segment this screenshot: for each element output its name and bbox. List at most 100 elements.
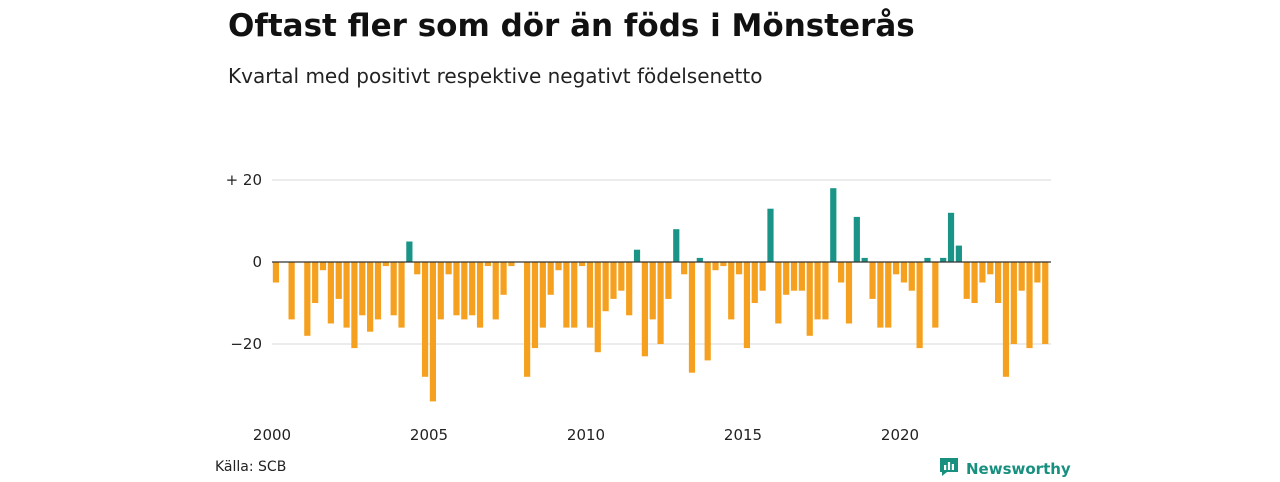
newsworthy-logo-icon: [938, 456, 960, 482]
bar: [720, 262, 727, 267]
x-axis-ticks: 2000 2005 2010 2015 2020: [253, 426, 919, 444]
bar: [814, 262, 821, 320]
bar: [995, 262, 1002, 303]
bar: [877, 262, 884, 328]
bar: [586, 262, 594, 328]
bar: [681, 262, 688, 275]
bar: [272, 262, 280, 283]
bar: [1018, 262, 1025, 291]
bar: [571, 262, 578, 328]
bar: [319, 262, 327, 271]
bar: [374, 262, 382, 320]
bar: [790, 262, 798, 291]
bar: [524, 262, 531, 377]
bar: [555, 262, 562, 271]
bar: [367, 262, 374, 332]
bar: [955, 245, 962, 262]
bar: [437, 262, 444, 320]
bar: [712, 262, 719, 271]
y-tick-label: 0: [252, 253, 262, 271]
bar: [406, 241, 413, 262]
bar: [775, 262, 782, 324]
source-note: Källa: SCB: [215, 459, 287, 475]
brand[interactable]: Newsworthy: [938, 456, 1071, 482]
bar: [743, 262, 751, 349]
bar: [1026, 262, 1033, 349]
bar: [508, 262, 515, 267]
bar: [335, 262, 342, 299]
brand-name: Newsworthy: [966, 460, 1071, 478]
bar: [853, 216, 860, 262]
bar: [398, 262, 405, 328]
bar: [649, 262, 656, 320]
bar: [382, 262, 389, 267]
bar: [476, 262, 484, 328]
bar: [696, 257, 703, 262]
bar: [924, 257, 931, 262]
chart-title: Oftast fler som dör än föds i Mönsterås: [228, 8, 915, 44]
bar: [783, 262, 790, 295]
bar: [759, 262, 766, 291]
bar: [728, 262, 735, 320]
bar: [445, 262, 452, 275]
bar: [312, 262, 319, 303]
bar: [531, 262, 539, 349]
bar: [359, 262, 366, 316]
bar: [469, 262, 476, 316]
bar: [594, 262, 601, 353]
bar: [751, 262, 758, 303]
bar: [688, 262, 696, 373]
bar: [947, 212, 955, 262]
bar: [885, 262, 892, 328]
bar: [704, 262, 711, 361]
bar: [657, 262, 664, 344]
bar: [869, 262, 876, 299]
bar: [626, 262, 633, 316]
bar: [908, 262, 915, 291]
bar: [806, 262, 813, 336]
bar: [539, 262, 546, 328]
bar: [963, 262, 970, 299]
x-tick-label: 2015: [724, 426, 762, 444]
bar: [578, 262, 586, 267]
bar: [916, 262, 923, 349]
bar: [838, 262, 845, 283]
bar: [767, 208, 774, 262]
bar: [484, 262, 491, 267]
bar: [343, 262, 350, 328]
bar: [421, 262, 429, 377]
bar: [304, 262, 311, 336]
y-tick-label: + 20: [226, 171, 262, 189]
bar: [845, 262, 853, 324]
bar: [861, 257, 868, 262]
bar: [665, 262, 672, 299]
y-axis-ticks: + 20 0 −20: [226, 171, 262, 353]
bar: [610, 262, 617, 299]
bar: [932, 262, 939, 328]
bar: [735, 262, 743, 275]
bar: [971, 262, 978, 303]
bar: [453, 262, 460, 316]
bar: [602, 262, 609, 312]
x-tick-label: 2010: [567, 426, 605, 444]
bar: [798, 262, 805, 291]
bar: [390, 262, 397, 316]
bar: [1002, 262, 1010, 377]
bar: [979, 262, 986, 283]
bar: [547, 262, 554, 295]
bar: [1010, 262, 1017, 344]
bar: [461, 262, 468, 320]
x-tick-label: 2020: [881, 426, 919, 444]
bar: [830, 188, 837, 262]
bar: [327, 262, 334, 324]
bar: [1042, 262, 1049, 344]
bar: [641, 262, 648, 357]
bar: [987, 262, 994, 275]
bar: [414, 262, 421, 275]
bar: [351, 262, 358, 349]
bar: [633, 249, 641, 262]
bar: [618, 262, 625, 291]
bar: [563, 262, 570, 328]
bar: [940, 257, 947, 262]
